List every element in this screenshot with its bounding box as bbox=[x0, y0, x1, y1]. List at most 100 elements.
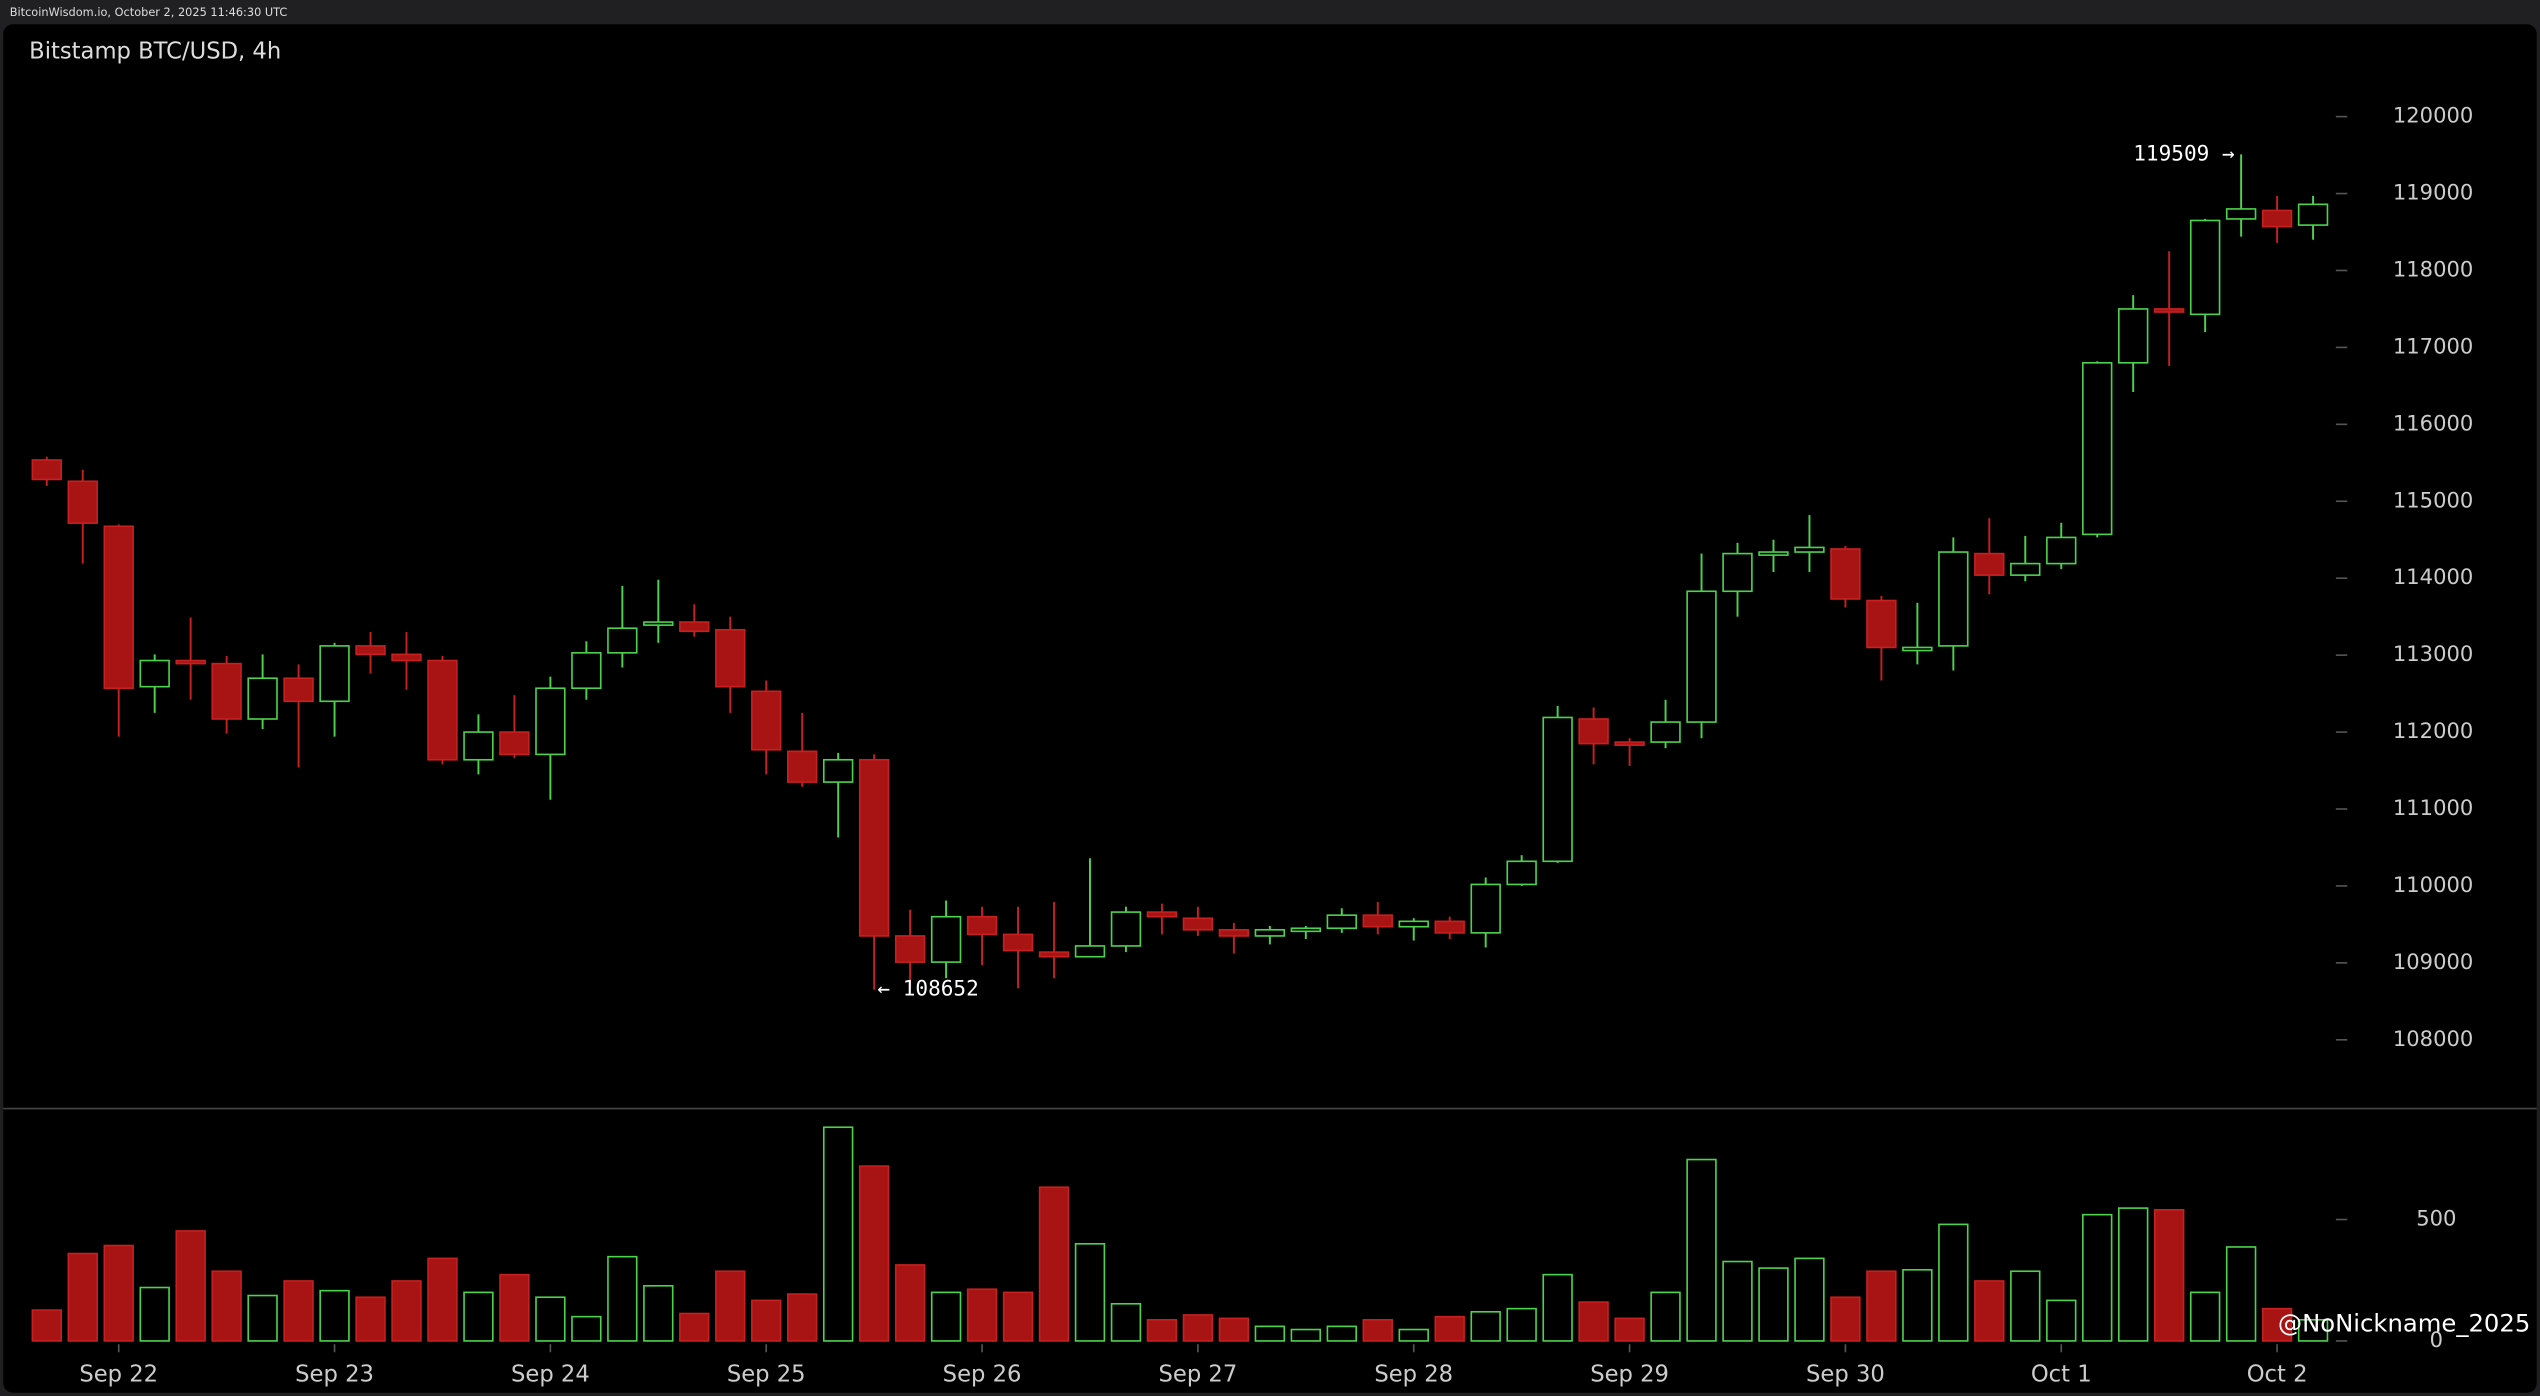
candle-body bbox=[499, 731, 530, 756]
candle-body bbox=[715, 628, 746, 688]
volume-bar bbox=[355, 1296, 386, 1342]
watermark: @NoNickname_2025 bbox=[2278, 1309, 2530, 1338]
volume-bar bbox=[1218, 1317, 1250, 1342]
candle-body bbox=[2189, 219, 2221, 316]
y-tick-label: 120000 bbox=[2393, 103, 2473, 128]
candle-body bbox=[67, 480, 98, 524]
volume-bar bbox=[715, 1270, 746, 1342]
candle-body bbox=[427, 659, 458, 761]
volume-bar bbox=[1686, 1158, 1717, 1342]
candle-body bbox=[607, 627, 638, 654]
volume-bar bbox=[139, 1286, 170, 1342]
x-tick-label: Sep 26 bbox=[943, 1361, 1022, 1387]
candle-body bbox=[1614, 741, 1645, 746]
x-tick-label: Sep 22 bbox=[79, 1361, 158, 1387]
candle-body bbox=[247, 677, 278, 720]
volume-bar bbox=[535, 1296, 566, 1342]
candle-body bbox=[1722, 552, 1753, 593]
volume-bar bbox=[1398, 1328, 1429, 1342]
volume-bar bbox=[1074, 1242, 1106, 1342]
y-tick-label: 112000 bbox=[2393, 718, 2473, 743]
candle-body bbox=[1506, 860, 1537, 886]
x-tick-label: Sep 25 bbox=[727, 1361, 806, 1387]
volume-bar bbox=[966, 1288, 998, 1342]
y-tick-label: 116000 bbox=[2393, 410, 2473, 435]
x-tick-label: Sep 27 bbox=[1159, 1361, 1238, 1387]
volume-bar bbox=[2225, 1246, 2257, 1342]
candle-body bbox=[930, 915, 962, 963]
candle-body bbox=[211, 662, 242, 720]
volume-bar bbox=[1506, 1307, 1537, 1342]
candle-body bbox=[858, 758, 890, 937]
volume-bar bbox=[2082, 1213, 2113, 1342]
candle-body bbox=[2118, 308, 2149, 364]
volume-bar bbox=[247, 1294, 278, 1342]
volume-bar bbox=[1326, 1325, 1357, 1342]
candle-body bbox=[2046, 536, 2077, 565]
y-tick-label: 109000 bbox=[2393, 949, 2473, 974]
candle-body bbox=[2225, 208, 2257, 220]
y-tick-label: 114000 bbox=[2393, 564, 2473, 589]
candle-body bbox=[355, 645, 386, 656]
volume-bar bbox=[1362, 1319, 1393, 1342]
volume-bar bbox=[1614, 1317, 1645, 1342]
volume-bar bbox=[31, 1309, 62, 1342]
volume-bar bbox=[427, 1257, 458, 1342]
candle-body bbox=[1578, 718, 1609, 745]
candle-body bbox=[571, 652, 602, 690]
candle-body bbox=[1830, 548, 1861, 600]
volume-bar bbox=[1794, 1257, 1825, 1342]
volume-bar bbox=[499, 1273, 530, 1342]
candle-body bbox=[1902, 646, 1933, 652]
y-tick-label: 113000 bbox=[2393, 641, 2473, 666]
y-tick-label: 115000 bbox=[2393, 487, 2473, 512]
candle-body bbox=[2010, 562, 2041, 576]
x-tick-label: Sep 30 bbox=[1806, 1361, 1885, 1387]
y-tick-label: 119000 bbox=[2393, 180, 2473, 205]
volume-bar bbox=[67, 1252, 98, 1342]
volume-bar bbox=[858, 1165, 890, 1342]
candle-body bbox=[2297, 203, 2329, 226]
candle-body bbox=[391, 653, 422, 662]
candle-body bbox=[1362, 914, 1393, 928]
volume-bar bbox=[1146, 1319, 1178, 1342]
candle-body bbox=[751, 690, 782, 751]
volume-bar bbox=[751, 1299, 782, 1342]
candle-body bbox=[1470, 883, 1501, 934]
volume-tick-label: 500 bbox=[2416, 1206, 2456, 1231]
volume-bar bbox=[1650, 1291, 1681, 1342]
candle-body bbox=[2082, 361, 2113, 536]
annotation: 119509 → bbox=[2133, 140, 2234, 165]
candle-body bbox=[1866, 599, 1897, 649]
volume-bar bbox=[607, 1255, 638, 1342]
y-tick-label: 111000 bbox=[2393, 795, 2473, 820]
volume-bar bbox=[2189, 1291, 2221, 1342]
volume-bar bbox=[787, 1293, 818, 1342]
volume-bar bbox=[1758, 1267, 1789, 1342]
volume-bar bbox=[679, 1312, 710, 1342]
volume-bar bbox=[822, 1126, 854, 1342]
candle-body bbox=[643, 621, 674, 626]
chart-title: Bitstamp BTC/USD, 4h bbox=[29, 38, 281, 64]
candle-body bbox=[1146, 911, 1178, 918]
volume-bar bbox=[103, 1244, 134, 1342]
volume-bar bbox=[2297, 1319, 2329, 1342]
volume-bar bbox=[391, 1280, 422, 1342]
candle-body bbox=[2153, 308, 2185, 313]
volume-bar bbox=[2153, 1208, 2185, 1342]
volume-bar bbox=[1578, 1301, 1609, 1342]
y-tick-label: 108000 bbox=[2393, 1026, 2473, 1051]
volume-bar bbox=[1434, 1315, 1465, 1342]
candle-body bbox=[1326, 914, 1357, 930]
volume-bar bbox=[283, 1280, 314, 1342]
x-tick-label: Sep 24 bbox=[511, 1361, 590, 1387]
candle-body bbox=[1974, 552, 2005, 576]
volume-tick-label: 0 bbox=[2430, 1327, 2443, 1352]
candle-body bbox=[535, 687, 566, 756]
volume-bar bbox=[1542, 1273, 1573, 1342]
volume-bar bbox=[463, 1291, 494, 1342]
candle-body bbox=[2261, 209, 2293, 228]
candle-body bbox=[894, 935, 926, 963]
candle-body bbox=[1686, 590, 1717, 723]
